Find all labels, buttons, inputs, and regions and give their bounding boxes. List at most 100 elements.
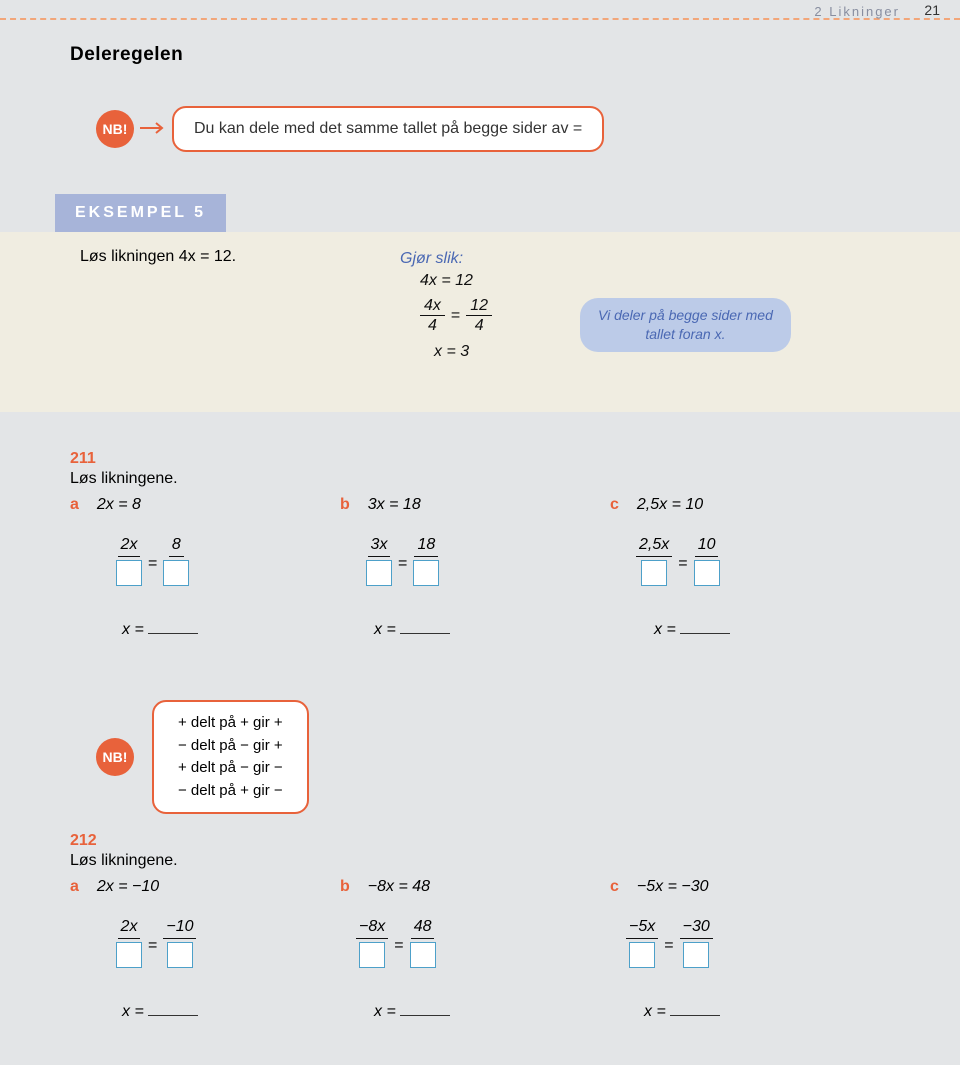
- answer-line[interactable]: [680, 633, 730, 634]
- example-label: EKSEMPEL 5: [55, 194, 226, 232]
- ex212-c: c −5x = −30: [610, 878, 880, 896]
- arrow-right-icon: [140, 121, 168, 138]
- example-problem: Løs likningen 4x = 12.: [80, 248, 960, 266]
- ex212-a-frac-left: 2x: [118, 918, 141, 939]
- ex211-b-answer: x =: [340, 621, 610, 639]
- xeq-label: x =: [654, 621, 676, 638]
- answer-box[interactable]: [683, 942, 709, 968]
- frac-left: 4x 4: [420, 296, 445, 335]
- answer-box[interactable]: [116, 560, 142, 586]
- exercise-211: 211 Løs likningene. a 2x = 8 b 3x = 18 c 2,…: [70, 450, 890, 639]
- chapter-label: 2 Likninger: [814, 4, 900, 19]
- answer-box[interactable]: [694, 560, 720, 586]
- ex211-b-fill: 3x = 18: [340, 536, 610, 591]
- nb-badge-icon: NB!: [96, 738, 134, 776]
- ex211-a-eq: 2x = 8: [97, 496, 141, 513]
- ex211-c-eq: 2,5x = 10: [637, 496, 703, 513]
- ex212-c-frac-left: −5x: [626, 918, 658, 939]
- ex212-c-answer: x =: [610, 1003, 880, 1021]
- ex211-b-frac-right: 18: [414, 536, 438, 557]
- ex212-c-frac-right: −30: [680, 918, 713, 939]
- answer-box[interactable]: [641, 560, 667, 586]
- ex212-b: b −8x = 48: [340, 878, 610, 896]
- answer-box[interactable]: [116, 942, 142, 968]
- ex212-c-fill: −5x = −30: [610, 918, 880, 973]
- nb-callout-1: NB! Du kan dele med det samme tallet på …: [96, 106, 604, 152]
- answer-line[interactable]: [148, 1015, 198, 1016]
- eq-line-3: x = 3: [434, 343, 492, 361]
- ex212-b-answer: x =: [340, 1003, 610, 1021]
- ex211-c-frac-right: 10: [695, 536, 719, 557]
- rule-1: + delt på + gir +: [178, 712, 283, 735]
- xeq-label: x =: [374, 1003, 396, 1020]
- ex212-a-eq: 2x = −10: [97, 878, 159, 895]
- nb-callout-2: NB! + delt på + gir + − delt på − gir + …: [96, 700, 309, 814]
- ex212-a-fill: 2x = −10: [70, 918, 340, 973]
- answer-box[interactable]: [413, 560, 439, 586]
- answer-box[interactable]: [410, 942, 436, 968]
- tag-a: a: [70, 496, 79, 513]
- hint-line-2: tallet foran x.: [645, 326, 725, 342]
- answer-line[interactable]: [400, 1015, 450, 1016]
- answer-box[interactable]: [167, 942, 193, 968]
- exercise-212-number: 212: [70, 832, 890, 850]
- ex212-b-frac-right: 48: [411, 918, 435, 939]
- answer-box[interactable]: [359, 942, 385, 968]
- tag-b: b: [340, 878, 350, 895]
- tag-a: a: [70, 878, 79, 895]
- tag-c: c: [610, 496, 619, 513]
- rule-2: − delt på − gir +: [178, 735, 283, 758]
- frac-right-num: 12: [466, 296, 492, 316]
- example-slik: Gjør slik:: [400, 250, 463, 268]
- ex212-b-frac-left: −8x: [356, 918, 388, 939]
- answer-line[interactable]: [670, 1015, 720, 1016]
- eq-line-2: 4x 4 = 12 4: [420, 296, 492, 335]
- ex212-a-answer: x =: [70, 1003, 340, 1021]
- nb-callout-1-text: Du kan dele med det samme tallet på begg…: [172, 106, 604, 152]
- ex211-c-answer: x =: [610, 621, 880, 639]
- ex211-b-frac-left: 3x: [368, 536, 391, 557]
- nb-callout-2-text: + delt på + gir + − delt på − gir + + de…: [152, 700, 309, 814]
- xeq-label: x =: [122, 1003, 144, 1020]
- ex211-c: c 2,5x = 10: [610, 496, 880, 514]
- example-equations: 4x = 12 4x 4 = 12 4 x = 3: [420, 272, 492, 361]
- ex212-b-fill: −8x = 48: [340, 918, 610, 973]
- ex212-a: a 2x = −10: [70, 878, 340, 896]
- tag-c: c: [610, 878, 619, 895]
- ex211-a-answer: x =: [70, 621, 340, 639]
- hint-line-1: Vi deler på begge sider med: [598, 307, 773, 323]
- rule-3: + delt på − gir −: [178, 757, 283, 780]
- ex212-a-frac-right: −10: [163, 918, 196, 939]
- ex212-b-eq: −8x = 48: [368, 878, 430, 895]
- ex211-c-frac-left: 2,5x: [636, 536, 672, 557]
- tag-b: b: [340, 496, 350, 513]
- xeq-label: x =: [644, 1003, 666, 1020]
- answer-box[interactable]: [163, 560, 189, 586]
- nb-badge-icon: NB!: [96, 110, 134, 148]
- frac-left-num: 4x: [420, 296, 445, 316]
- frac-right-den: 4: [471, 316, 488, 335]
- frac-left-den: 4: [424, 316, 441, 335]
- hint-pill: Vi deler på begge sider med tallet foran…: [580, 298, 791, 352]
- exercise-211-label: Løs likningene.: [70, 470, 890, 488]
- ex211-a: a 2x = 8: [70, 496, 340, 514]
- exercise-211-number: 211: [70, 450, 890, 468]
- exercise-212: 212 Løs likningene. a2x = −10 b−8x = 48 …: [70, 832, 890, 1021]
- ex211-a-frac-right: 8: [169, 536, 184, 557]
- page-title: Deleregelen: [70, 44, 183, 66]
- ex211-a-frac-left: 2x: [118, 536, 141, 557]
- answer-line[interactable]: [400, 633, 450, 634]
- rule-4: − delt på + gir −: [178, 780, 283, 803]
- answer-box[interactable]: [366, 560, 392, 586]
- answer-line[interactable]: [148, 633, 198, 634]
- ex211-a-fill: 2x = 8: [70, 536, 340, 591]
- frac-right: 12 4: [466, 296, 492, 335]
- xeq-label: x =: [122, 621, 144, 638]
- ex212-c-eq: −5x = −30: [637, 878, 709, 895]
- ex211-b-eq: 3x = 18: [368, 496, 421, 513]
- ex211-c-fill: 2,5x = 10: [610, 536, 880, 591]
- answer-box[interactable]: [629, 942, 655, 968]
- ex211-b: b 3x = 18: [340, 496, 610, 514]
- example-body: Løs likningen 4x = 12. Gjør slik: 4x = 1…: [0, 232, 960, 412]
- xeq-label: x =: [374, 621, 396, 638]
